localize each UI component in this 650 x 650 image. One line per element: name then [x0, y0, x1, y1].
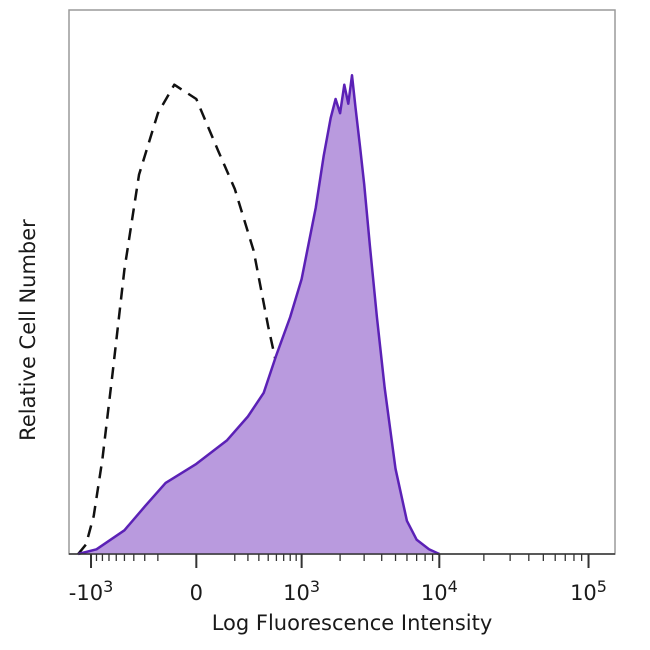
x-tick-label: 105	[570, 577, 607, 605]
x-axis-ticks: -103 0 103 104 105	[69, 554, 607, 605]
series-layer	[77, 74, 440, 556]
y-axis-title: Relative Cell Number	[16, 219, 40, 441]
x-tick-label: -103	[69, 577, 114, 605]
x-tick-label: 103	[283, 577, 320, 605]
x-tick-label: 0	[190, 581, 203, 605]
stained-histogram-fill	[78, 75, 440, 555]
stained-histogram-line	[77, 74, 440, 556]
x-tick-label: 104	[421, 577, 458, 605]
x-axis-title: Log Fluorescence Intensity	[212, 611, 493, 635]
